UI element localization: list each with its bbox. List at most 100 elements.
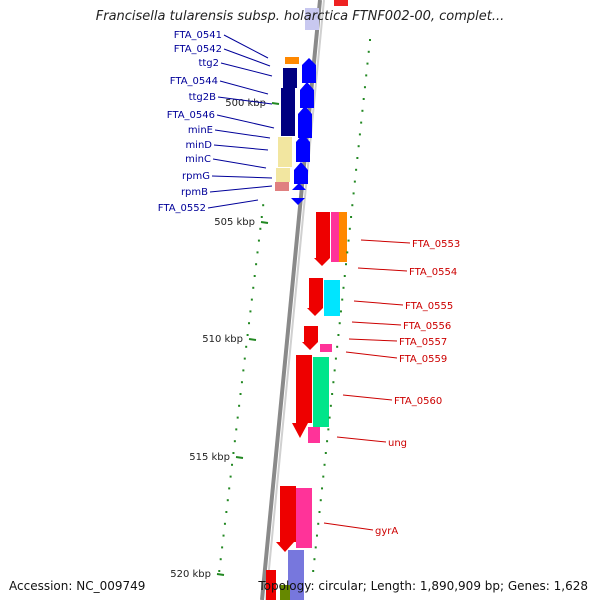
right-gene-label: FTA_0553 <box>412 239 460 250</box>
left-gene-leader <box>216 114 275 129</box>
gene-arrow-down <box>307 308 323 316</box>
kbp-ruler: 500 kbp 505 kbp 510 kbp 515 kbp 520 kbp <box>170 98 280 580</box>
kbp-tick <box>216 573 225 576</box>
gene-arrow-up <box>294 162 308 170</box>
left-gene-leader <box>212 158 267 169</box>
kbp-tick-label: 505 kbp <box>214 217 255 228</box>
gc-content-dots <box>218 39 371 572</box>
gene-arrow-up <box>302 58 316 65</box>
gene-block-fta0555 <box>309 278 323 308</box>
gene-block-fta0553b <box>331 212 339 262</box>
kbp-tick <box>248 338 257 341</box>
gene-arrow-body <box>296 142 310 162</box>
right-gene-leader <box>357 267 408 272</box>
upper-gene-cluster <box>275 57 316 205</box>
left-gene-label: FTA_0544 <box>170 76 218 87</box>
right-gene-label: gyrA <box>375 526 398 537</box>
right-gene-labels: FTA_0553 FTA_0554 FTA_0555 FTA_0556 FTA_0557… <box>323 239 460 537</box>
gene-block-rpmG <box>276 168 290 182</box>
kbp-tick-label: 510 kbp <box>202 334 243 345</box>
left-gene-label: FTA_0546 <box>167 110 215 121</box>
left-gene-label: minD <box>185 140 212 151</box>
left-gene-label: FTA_0552 <box>158 203 206 214</box>
left-gene-leader <box>217 96 273 105</box>
gene-block-gyrAc <box>288 550 304 600</box>
gene-block-fta0557 <box>304 326 318 342</box>
right-gene-leader <box>351 321 402 326</box>
kbp-tick <box>235 456 244 459</box>
gene-arrow-down <box>291 198 305 205</box>
gene-arrow-down <box>302 342 318 350</box>
right-gene-label: FTA_0560 <box>394 396 442 407</box>
right-gene-leader <box>348 338 398 342</box>
left-gene-label: rpmG <box>182 171 210 182</box>
left-gene-label: minE <box>188 125 213 136</box>
gene-arrow-body <box>302 65 316 83</box>
gene-arrow-up <box>292 183 306 190</box>
gene-block-ung <box>308 427 320 443</box>
top-red-block <box>334 0 348 6</box>
gene-block-rpmB <box>275 182 289 191</box>
right-gene-leader <box>323 522 374 531</box>
left-gene-leader <box>214 129 271 139</box>
right-gene-label: FTA_0556 <box>403 321 451 332</box>
gene-block-fta0553c <box>339 212 347 262</box>
kbp-tick-label: 520 kbp <box>170 569 211 580</box>
left-gene-label: ttg2B <box>189 92 217 103</box>
topology-text: Topology: circular; Length: 1,890,909 bp… <box>258 579 588 593</box>
left-gene-label: FTA_0542 <box>174 44 222 55</box>
gene-arrow-up <box>296 134 310 142</box>
gene-block-fta0559 <box>320 344 332 352</box>
gene-block-bottom-olive <box>280 585 290 600</box>
right-gene-leader <box>353 300 404 306</box>
gene-block-fta0542 <box>283 68 297 88</box>
gene-block-bottom-red <box>266 570 276 600</box>
gene-arrow-down <box>276 542 294 552</box>
gene-arrow-body <box>294 170 308 184</box>
right-gene-leader <box>336 436 387 443</box>
left-gene-label: FTA_0541 <box>174 30 222 41</box>
gene-arrow-up <box>298 106 312 114</box>
kbp-tick <box>260 221 269 224</box>
right-gene-leader <box>345 351 398 359</box>
right-gene-label: FTA_0559 <box>399 354 447 365</box>
left-gene-label: rpmB <box>181 187 208 198</box>
lower-gene-cluster <box>266 212 347 600</box>
left-gene-label: minC <box>185 154 211 165</box>
right-gene-label: ung <box>388 438 407 449</box>
left-gene-leader <box>219 80 269 95</box>
left-gene-label: ttg2 <box>198 58 219 69</box>
gene-block-fta0553 <box>316 212 330 258</box>
gene-block-fta0555b <box>324 280 340 316</box>
gene-arrow-down <box>314 258 330 266</box>
gene-block-fta0560 <box>296 355 312 423</box>
top-feature-block <box>305 8 319 30</box>
genome-title: Francisella tularensis subsp. holarctica… <box>95 9 505 24</box>
right-gene-label: FTA_0555 <box>405 301 453 312</box>
gene-block-ttg2 <box>281 88 295 136</box>
kbp-tick-label: 515 kbp <box>189 452 230 463</box>
kbp-tick-label: 500 kbp <box>225 98 266 109</box>
gene-arrow-down <box>292 423 308 438</box>
gene-block-gyrAb <box>296 488 312 548</box>
gene-block-fta0560b <box>313 357 329 427</box>
right-gene-leader <box>342 394 393 401</box>
left-gene-labels: FTA_0541 FTA_0542 ttg2 FTA_0544 ttg2B FTA_054… <box>158 30 275 214</box>
gene-arrow-body <box>300 90 314 108</box>
kbp-tick <box>271 102 280 105</box>
left-gene-leader <box>223 48 271 67</box>
left-gene-leader <box>211 175 273 179</box>
gene-arrow-body <box>298 114 312 138</box>
left-gene-leader <box>220 62 273 77</box>
gene-arrow-up <box>300 82 314 90</box>
gene-block-minE <box>278 137 292 167</box>
right-gene-leader <box>360 239 411 244</box>
left-gene-leader <box>223 34 269 59</box>
genome-backbone-shadow <box>265 0 325 600</box>
right-gene-label: FTA_0557 <box>399 337 447 348</box>
left-gene-leader <box>213 144 269 151</box>
accession-text: Accession: NC_009749 <box>9 579 146 593</box>
left-gene-leader <box>209 185 273 193</box>
